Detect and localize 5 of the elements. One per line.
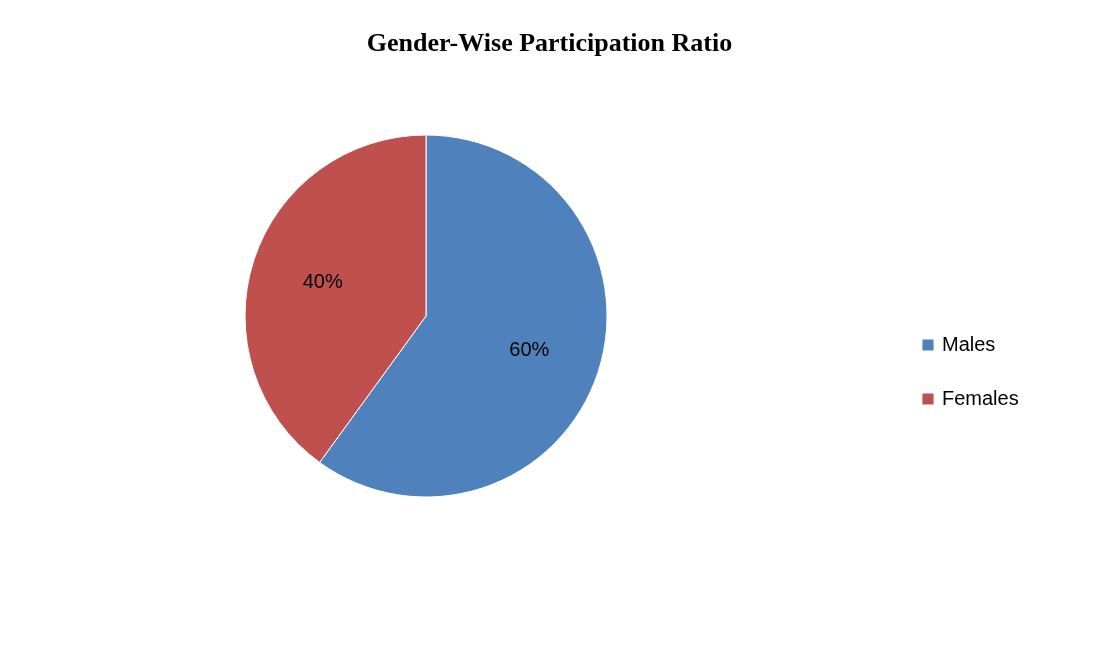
chart-title: Gender-Wise Participation Ratio bbox=[366, 28, 733, 57]
legend-label: Females bbox=[942, 387, 1019, 409]
data-label: 60% bbox=[509, 337, 550, 360]
legend-label: Males bbox=[942, 333, 996, 355]
data-label: 40% bbox=[302, 270, 343, 293]
